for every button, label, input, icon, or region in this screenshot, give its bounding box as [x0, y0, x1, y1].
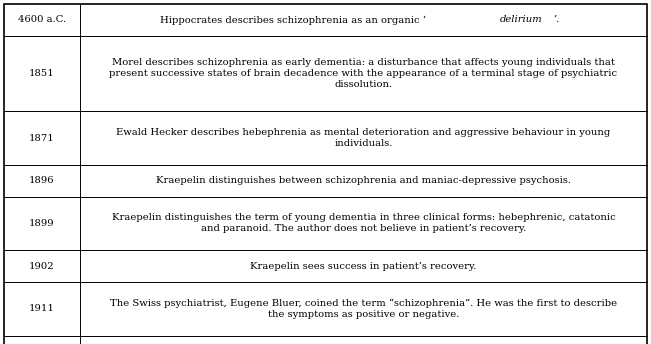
Text: Hippocrates describes schizophrenia as an organic ‘delirium’.: Hippocrates describes schizophrenia as a…	[206, 15, 521, 24]
Text: Morel describes schizophrenia as early dementia: a disturbance that affects youn: Morel describes schizophrenia as early d…	[109, 58, 618, 89]
Text: Ewald Hecker describes hebephrenia as mental deterioration and aggressive behavi: Ewald Hecker describes hebephrenia as me…	[117, 128, 611, 148]
Text: 1911: 1911	[29, 304, 55, 313]
Text: Kraepelin distinguishes the term of young dementia in three clinical forms: hebe: Kraepelin distinguishes the term of youn…	[111, 213, 615, 234]
Text: 1896: 1896	[29, 176, 55, 185]
Text: 1902: 1902	[29, 261, 55, 271]
Text: 1851: 1851	[29, 69, 55, 78]
Text: Hippocrates describes schizophrenia as an organic ‘: Hippocrates describes schizophrenia as a…	[160, 15, 426, 24]
Text: 1899: 1899	[29, 219, 55, 228]
Text: 4600 a.C.: 4600 a.C.	[18, 15, 66, 24]
Text: 1871: 1871	[29, 133, 55, 142]
Text: delirium: delirium	[500, 15, 543, 24]
Text: Kraepelin sees success in patient’s recovery.: Kraepelin sees success in patient’s reco…	[250, 261, 477, 271]
Text: The Swiss psychiatrist, Eugene Bluer, coined the term “schizophrenia”. He was th: The Swiss psychiatrist, Eugene Bluer, co…	[110, 299, 617, 319]
Text: Kraepelin distinguishes between schizophrenia and maniac-depressive psychosis.: Kraepelin distinguishes between schizoph…	[156, 176, 571, 185]
Text: ’.: ’.	[553, 15, 560, 24]
